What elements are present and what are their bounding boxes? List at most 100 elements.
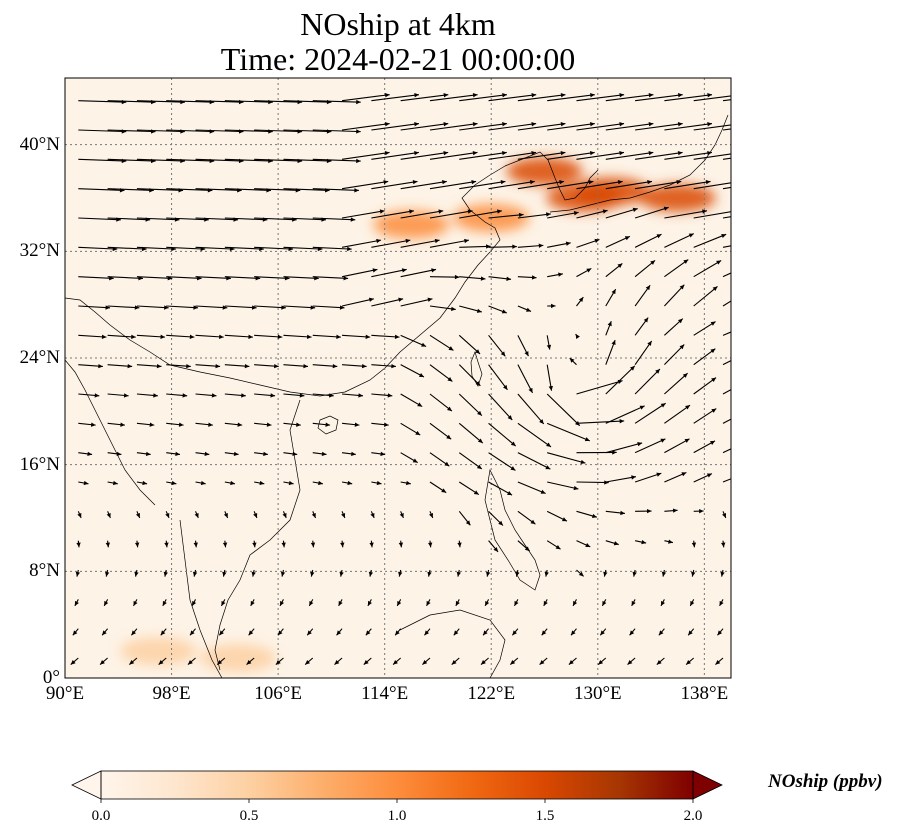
wind-arrow bbox=[341, 93, 390, 102]
wind-arrow bbox=[717, 628, 724, 636]
wind-arrow bbox=[78, 451, 93, 457]
wind-arrow bbox=[488, 334, 506, 357]
wind-arrow bbox=[664, 372, 688, 395]
wind-arrow bbox=[222, 569, 227, 577]
wind-arrow bbox=[488, 510, 504, 526]
wind-arrow bbox=[312, 334, 341, 340]
wind-arrow bbox=[693, 377, 717, 395]
wind-arrow bbox=[693, 260, 722, 278]
lat-tick-label: 8°N bbox=[29, 560, 60, 582]
wind-arrow bbox=[341, 150, 390, 160]
wind-arrow bbox=[400, 334, 427, 348]
wind-arrow bbox=[722, 300, 731, 307]
wind-arrow bbox=[371, 480, 382, 486]
map-frame bbox=[64, 77, 732, 679]
wind-arrow bbox=[279, 599, 285, 607]
wind-arrow bbox=[576, 419, 625, 424]
wind-arrow bbox=[107, 393, 129, 398]
wind-arrow bbox=[394, 628, 402, 636]
wind-arrow bbox=[334, 657, 343, 666]
wind-arrow bbox=[689, 599, 695, 607]
wind-arrow bbox=[515, 569, 520, 577]
wind-arrow bbox=[400, 297, 433, 307]
wind-arrow bbox=[488, 393, 513, 421]
wind-arrow bbox=[363, 657, 372, 666]
wind-arrow bbox=[664, 233, 695, 248]
wind-arrow bbox=[693, 348, 716, 366]
wind-arrow bbox=[451, 657, 460, 666]
wind-arrow bbox=[341, 511, 346, 519]
wind-arrow bbox=[283, 480, 294, 486]
wind-arrow bbox=[136, 422, 155, 427]
wind-arrow bbox=[312, 99, 361, 105]
wind-arrow bbox=[246, 657, 255, 666]
map-title: NOship at 4km bbox=[300, 6, 496, 42]
wind-arrow bbox=[664, 471, 687, 483]
wind-arrow bbox=[187, 657, 196, 666]
wind-arrow bbox=[371, 122, 420, 131]
wind-arrow bbox=[547, 481, 579, 491]
wind-arrow bbox=[340, 540, 345, 548]
wind-arrow bbox=[398, 540, 404, 548]
wind-arrow bbox=[599, 628, 607, 636]
wind-arrow bbox=[338, 599, 343, 607]
wind-arrow bbox=[107, 422, 126, 427]
wind-arrow bbox=[400, 422, 421, 436]
wind-arrow bbox=[693, 473, 713, 483]
wind-arrow bbox=[371, 393, 393, 398]
wind-arrow bbox=[722, 331, 731, 336]
wind-arrow bbox=[635, 508, 652, 514]
wind-arrow bbox=[546, 335, 552, 350]
lon-tick-label: 130°E bbox=[573, 683, 622, 704]
wind-arrow bbox=[691, 569, 696, 577]
wind-arrow bbox=[371, 297, 404, 307]
wind-arrow bbox=[605, 150, 654, 160]
wind-arrow bbox=[136, 363, 162, 369]
wind-arrow bbox=[691, 540, 697, 548]
wind-arrow bbox=[78, 422, 96, 427]
wind-arrow bbox=[283, 393, 305, 398]
wind-arrow bbox=[547, 272, 563, 278]
wind-arrow bbox=[576, 209, 608, 219]
wind-arrow bbox=[568, 657, 577, 666]
wind-arrow bbox=[371, 180, 418, 190]
wind-arrow bbox=[368, 569, 374, 577]
wind-arrow bbox=[192, 569, 198, 577]
colorbar bbox=[71, 770, 723, 803]
wind-arrow bbox=[195, 393, 217, 398]
wind-arrow bbox=[605, 321, 612, 336]
wind-arrow bbox=[400, 180, 447, 190]
wind-arrow bbox=[312, 158, 361, 164]
wind-arrow bbox=[166, 422, 184, 427]
wind-arrow bbox=[721, 540, 726, 548]
wind-arrow bbox=[722, 418, 731, 424]
wind-arrow bbox=[400, 122, 449, 131]
wind-arrow bbox=[392, 657, 402, 666]
coastline-taiwan bbox=[470, 350, 483, 387]
wind-arrow bbox=[400, 93, 449, 102]
wind-arrow bbox=[605, 475, 637, 483]
colorbar-tick-label: 0.0 bbox=[91, 808, 111, 824]
wind-arrow bbox=[517, 305, 532, 312]
wind-arrow bbox=[216, 657, 226, 666]
wind-arrow bbox=[106, 511, 111, 519]
wind-arrow bbox=[400, 209, 444, 219]
wind-arrow bbox=[312, 246, 352, 252]
lat-tick-label: 24°N bbox=[19, 347, 60, 368]
wind-arrow bbox=[312, 276, 349, 281]
wind-arrow bbox=[77, 511, 82, 519]
wind-arrow bbox=[719, 599, 724, 607]
wind-arrow bbox=[513, 599, 519, 607]
wind-arrow bbox=[371, 268, 407, 278]
map-time-subtitle: Time: 2024-02-21 00:00:00 bbox=[220, 41, 576, 77]
wind-arrow bbox=[517, 540, 531, 552]
wind-arrow bbox=[312, 305, 345, 310]
wind-arrow bbox=[722, 389, 731, 395]
wind-arrow bbox=[312, 217, 356, 222]
wind-arrow bbox=[194, 511, 199, 519]
wind-arrow bbox=[488, 180, 535, 190]
wind-arrow bbox=[693, 440, 716, 454]
wind-arrow bbox=[517, 212, 551, 219]
wind-arrow bbox=[458, 393, 483, 416]
wind-arrow bbox=[517, 422, 552, 448]
